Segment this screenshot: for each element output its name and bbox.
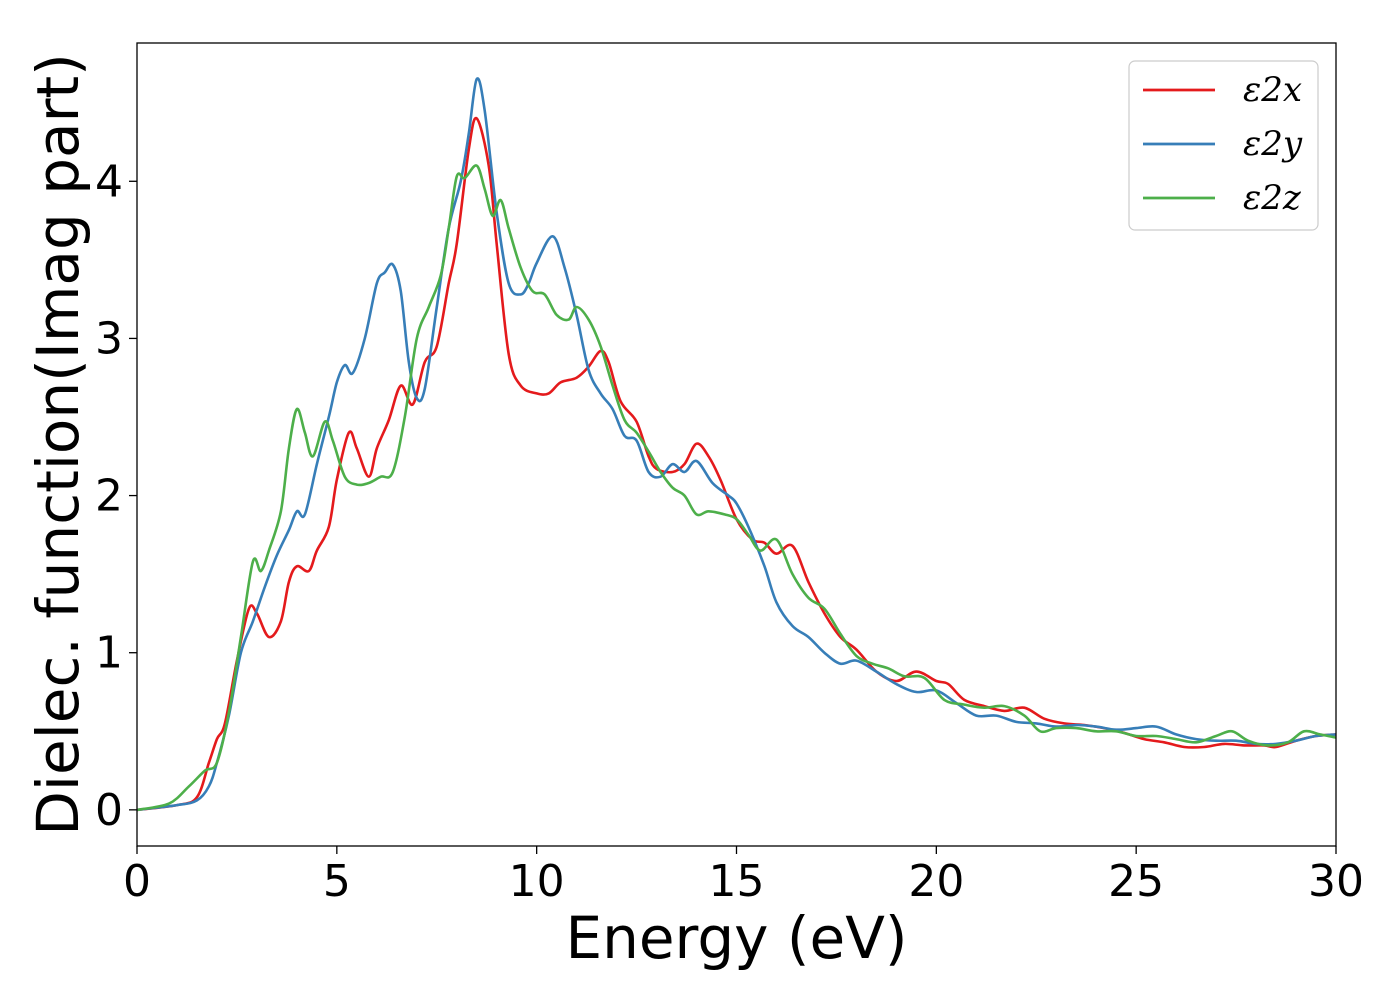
y-tick-label: 3	[95, 313, 123, 364]
series-line-1	[137, 77, 1336, 812]
y-tick-label: 0	[95, 785, 123, 836]
y-tick-label: 1	[95, 628, 123, 679]
x-tick-label: 0	[123, 856, 151, 907]
legend-box	[1128, 60, 1319, 231]
x-tick-label: 20	[908, 856, 964, 907]
y-tick-label: 4	[95, 156, 123, 207]
series-line-2	[137, 164, 1336, 812]
legend-label: ε2x	[1243, 70, 1302, 110]
legend-layer: ε2x ε2y ε2z	[1128, 60, 1319, 231]
legend-label: ε2z	[1243, 178, 1302, 218]
x-tick-label: 30	[1308, 856, 1364, 907]
x-tick-label: 25	[1108, 856, 1164, 907]
series-line-0	[137, 116, 1336, 812]
y-tick-label: 2	[95, 471, 123, 522]
legend-label: ε2y	[1243, 124, 1303, 164]
x-tick-label: 5	[323, 856, 351, 907]
axes-layer: 0 5 10 15 20 25 30 0 1 2 3 4 Energy (eV) Dielec. func…	[24, 42, 1364, 972]
x-tick-label: 10	[509, 856, 565, 907]
x-tick-label: 15	[709, 856, 765, 907]
y-axis-label: Dielec. function(Imag part)	[24, 53, 92, 836]
x-axis-label: Energy (eV)	[565, 904, 907, 972]
series-layer	[137, 77, 1336, 812]
